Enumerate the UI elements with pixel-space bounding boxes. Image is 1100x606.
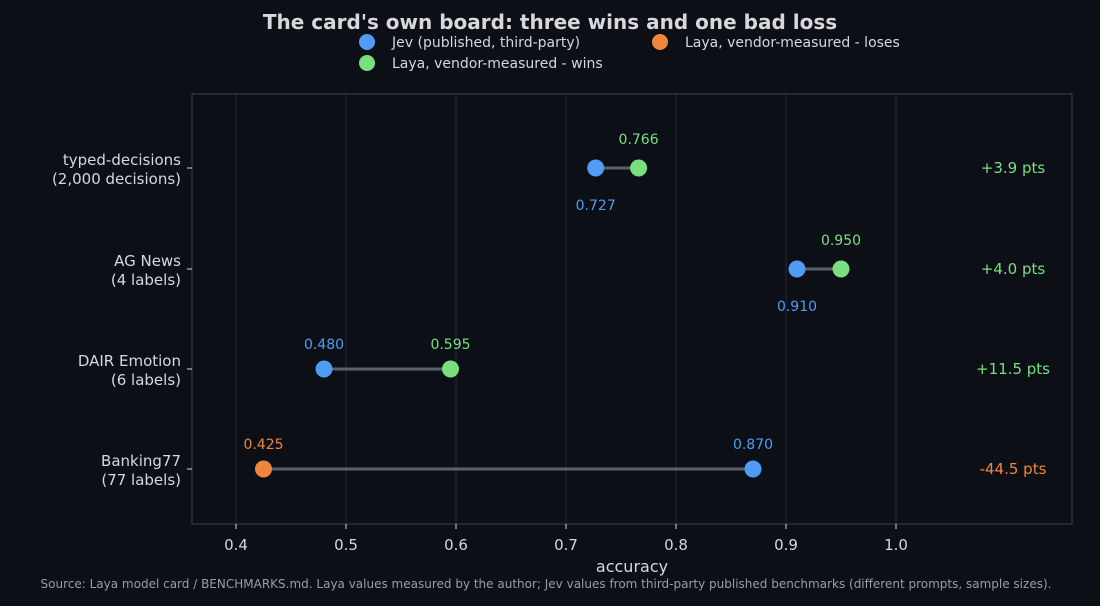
laya-value-label: 0.595 [430, 337, 470, 353]
laya-value-label: 0.950 [821, 233, 861, 249]
data-marks: 0.727 0.766 +3.9 pts 0.910 0.950 +4.0 pts 0.48… [243, 132, 1050, 478]
legend-marker [359, 55, 375, 71]
jev-point [315, 360, 333, 378]
y-category-sublabel: (2,000 decisions) [52, 170, 181, 188]
jev-point [744, 460, 762, 478]
laya-point [630, 159, 648, 177]
x-tick-label: 0.7 [554, 536, 578, 554]
grid-lines [235, 94, 897, 524]
delta-label: +11.5 pts [976, 360, 1050, 378]
plot-frame [191, 93, 1073, 525]
delta-label: +3.9 pts [981, 159, 1046, 177]
x-axis-label: accuracy [596, 557, 668, 576]
jev-value-label: 0.480 [304, 337, 344, 353]
y-category-label: DAIR Emotion [78, 352, 181, 370]
delta-label: -44.5 pts [980, 460, 1047, 478]
laya-value-label: 0.425 [243, 437, 283, 453]
laya-point [832, 260, 850, 278]
x-tick-label: 0.6 [444, 536, 468, 554]
y-category-sublabel: (77 labels) [101, 471, 181, 489]
jev-value-label: 0.870 [733, 437, 773, 453]
legend-marker [359, 34, 375, 50]
x-tick-label: 1.0 [884, 536, 908, 554]
legend-marker [652, 34, 668, 50]
delta-label: +4.0 pts [981, 260, 1046, 278]
y-category-label: Banking77 [101, 452, 181, 470]
y-category-label: AG News [114, 252, 181, 270]
source-note: Source: Laya model card / BENCHMARKS.md.… [41, 577, 1052, 591]
x-axis: 0.4 0.5 0.6 0.7 0.8 0.9 1.0 [224, 524, 908, 554]
jev-value-label: 0.727 [576, 198, 616, 214]
jev-value-label: 0.910 [777, 299, 817, 315]
jev-point [788, 260, 806, 278]
laya-point [255, 460, 272, 478]
chart-title: The card's own board: three wins and one… [263, 10, 837, 34]
x-tick-label: 0.4 [224, 536, 248, 554]
y-category-sublabel: (4 labels) [111, 271, 181, 289]
legend: Jev (published, third-party) Laya, vendor… [359, 34, 900, 72]
legend-label: Jev (published, third-party) [391, 35, 580, 51]
legend-label: Laya, vendor-measured - wins [392, 56, 603, 72]
y-category-label: typed-decisions [63, 151, 181, 169]
x-tick-label: 0.5 [334, 536, 358, 554]
y-category-sublabel: (6 labels) [111, 371, 181, 389]
laya-value-label: 0.766 [619, 132, 659, 148]
x-tick-label: 0.9 [774, 536, 798, 554]
y-axis: typed-decisions(2,000 decisions)AG News(… [52, 151, 192, 489]
legend-label: Laya, vendor-measured - loses [685, 35, 900, 51]
laya-point [442, 360, 459, 378]
x-tick-label: 0.8 [664, 536, 688, 554]
jev-point [587, 159, 605, 177]
